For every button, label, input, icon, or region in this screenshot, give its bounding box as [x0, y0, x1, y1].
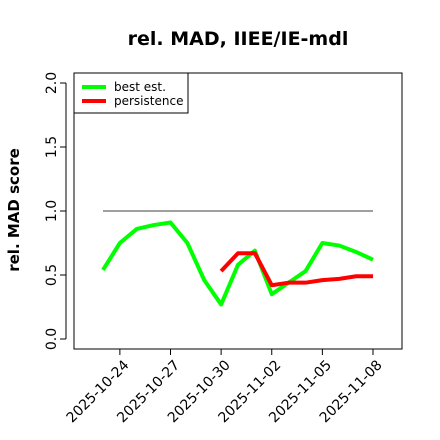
legend-box	[73, 72, 189, 114]
y-axis-label: rel. MAD score	[5, 148, 23, 272]
series-line-persistence	[219, 251, 373, 288]
y-tick-label: 0.0	[44, 328, 60, 350]
series-line-best-est	[101, 220, 374, 307]
y-tick-label: 1.0	[44, 200, 60, 222]
legend: best est.persistence	[73, 72, 189, 114]
legend-label: best est.	[114, 80, 166, 94]
legend-label: persistence	[114, 94, 183, 108]
chart-title: rel. MAD, IIEE/IE-mdl	[128, 28, 349, 50]
y-tick-label: 1.5	[44, 136, 60, 158]
y-tick-label: 0.5	[44, 264, 60, 286]
y-tick-label: 2.0	[44, 72, 60, 94]
